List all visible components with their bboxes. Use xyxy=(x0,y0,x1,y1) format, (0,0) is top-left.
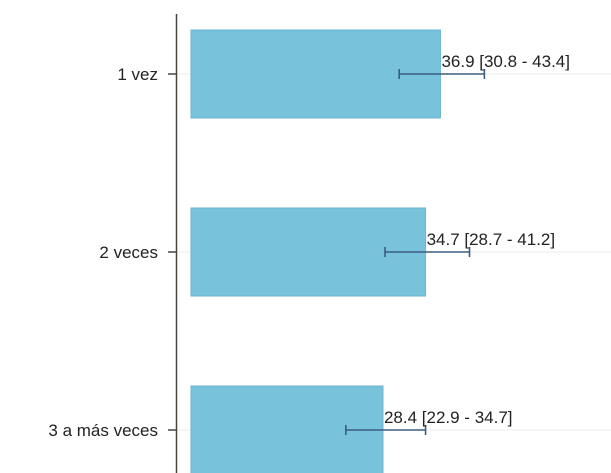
data-labels: 36.9 [30.8 - 43.4] 34.7 [28.7 - 41.2] 28.4… xyxy=(384,52,570,427)
category-label: 3 a más veces xyxy=(48,421,158,440)
category-labels: 1 vez 2 veces 3 a más veces xyxy=(48,65,158,440)
error-bars xyxy=(345,69,486,435)
y-axis-ticks xyxy=(168,73,177,431)
data-label: 28.4 [22.9 - 34.7] xyxy=(384,408,513,427)
category-label: 2 veces xyxy=(99,243,158,262)
data-label: 36.9 [30.8 - 43.4] xyxy=(441,52,570,71)
category-label: 1 vez xyxy=(117,65,158,84)
data-label: 34.7 [28.7 - 41.2] xyxy=(427,230,556,249)
